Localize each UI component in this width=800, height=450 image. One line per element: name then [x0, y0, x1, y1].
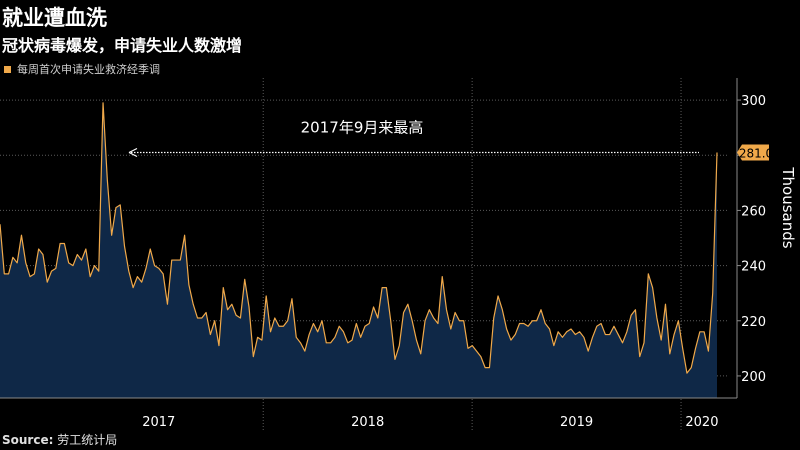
y-tick-label: 200	[741, 370, 766, 385]
y-tick-label: 260	[741, 204, 766, 219]
last-value-badge	[737, 144, 769, 161]
series-area	[0, 102, 717, 398]
x-tick-label: 2020	[685, 415, 718, 430]
y-axis-title: Thousands	[779, 166, 797, 248]
annotation-text: 2017年9月来最高	[301, 118, 424, 136]
chart-title: 就业遭血洗	[2, 6, 107, 30]
annotation-arrowhead	[128, 147, 138, 158]
last-value-label: 281.0	[739, 146, 773, 160]
x-tick-label: 2018	[351, 415, 384, 430]
legend-swatch	[4, 65, 11, 73]
chart-subtitle: 冠状病毒爆发，申请失业人数激增	[2, 36, 243, 55]
source-label: Source:	[2, 433, 54, 447]
y-tick-label: 300	[741, 94, 766, 109]
legend-label: 每周首次申请失业救济经季调	[17, 63, 160, 76]
y-tick-label: 220	[741, 315, 766, 330]
legend: 每周首次申请失业救济经季调	[2, 61, 160, 77]
x-tick-label: 2019	[560, 415, 593, 430]
series-line	[0, 102, 718, 374]
source: Source: 劳工统计局	[2, 431, 117, 448]
x-tick-label: 2017	[142, 415, 175, 430]
y-tick-label: 240	[741, 260, 766, 275]
source-text: 劳工统计局	[57, 433, 118, 447]
